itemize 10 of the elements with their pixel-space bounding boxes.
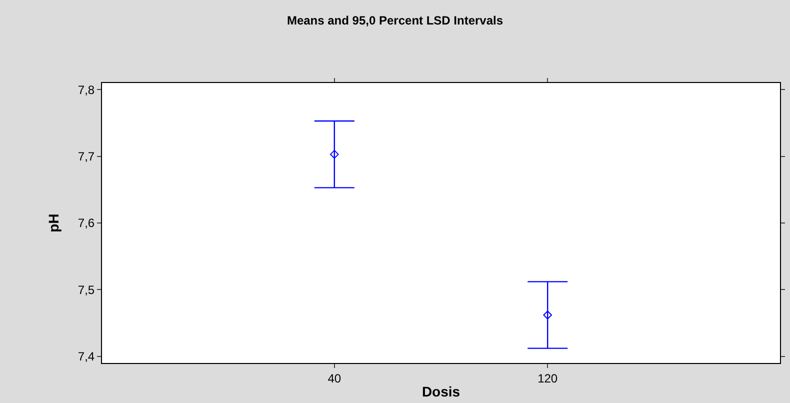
y-tick-label: 7,5 (78, 282, 95, 297)
x-tick-label: 120 (538, 371, 558, 386)
y-tick-label: 7,6 (78, 216, 95, 230)
chart-title: Means and 95,0 Percent LSD Intervals (286, 14, 504, 28)
y-axis-title: pH (46, 214, 62, 232)
y-tick-label: 7,8 (78, 82, 95, 97)
y-tick-label: 7,7 (78, 150, 95, 164)
x-tick-label: 40 (328, 371, 342, 386)
y-tick-label: 7,4 (78, 350, 95, 364)
x-axis-title: Dosis (422, 384, 460, 400)
